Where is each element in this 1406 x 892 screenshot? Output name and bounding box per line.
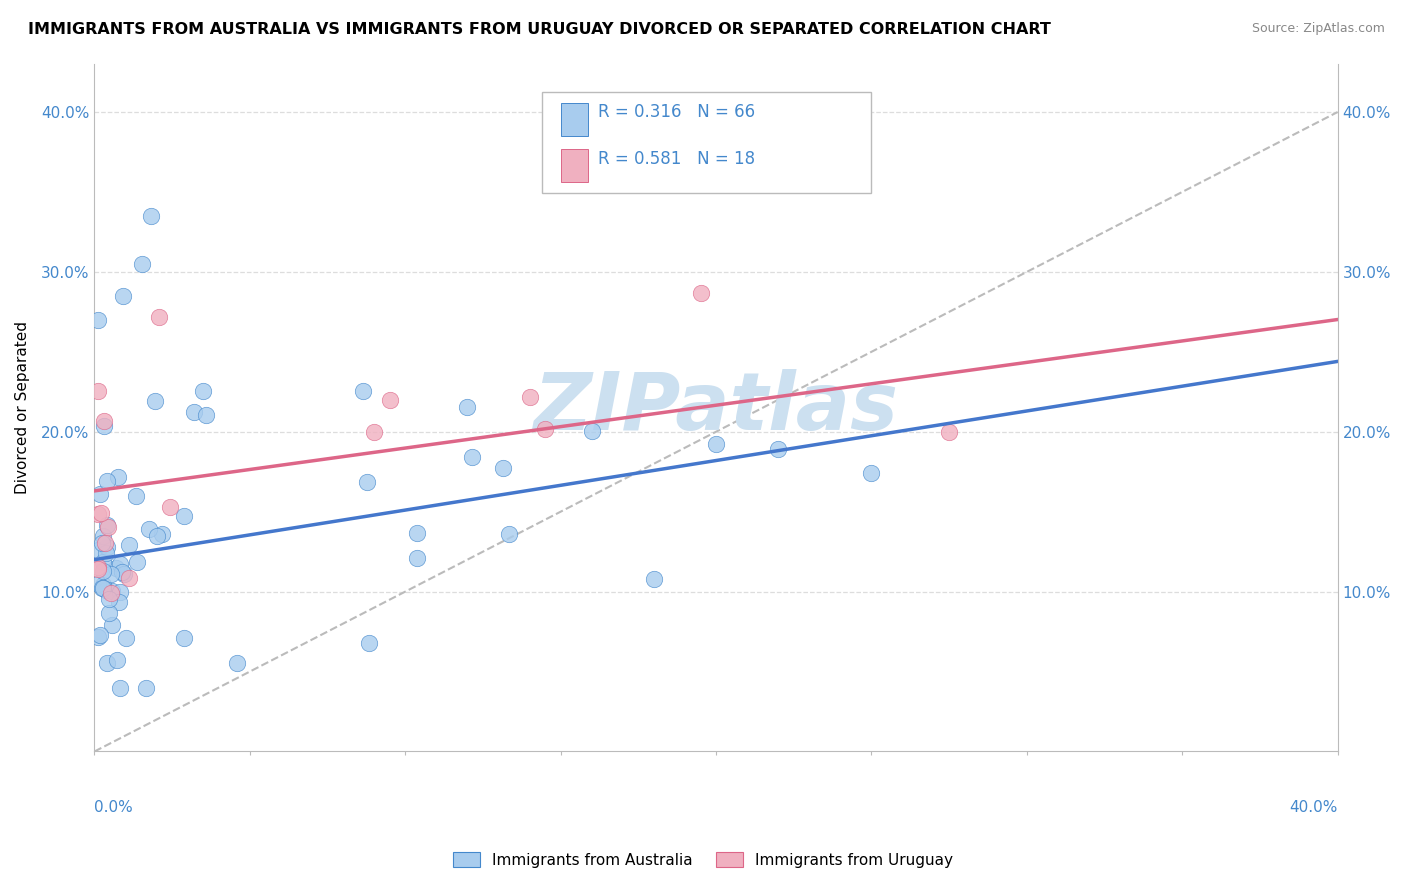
Point: [357, 636, 380, 650]
Point: [101, 617, 124, 632]
Point: [96, 656, 118, 670]
Text: IMMIGRANTS FROM AUSTRALIA VS IMMIGRANTS FROM URUGUAY DIVORCED OR SEPARATED CORRE: IMMIGRANTS FROM AUSTRALIA VS IMMIGRANTS …: [28, 22, 1052, 37]
Point: [146, 529, 169, 543]
Text: R = 0.316   N = 66: R = 0.316 N = 66: [598, 103, 755, 121]
Point: [86, 577, 108, 591]
Point: [492, 461, 515, 475]
Point: [89, 487, 111, 501]
Point: [139, 209, 162, 223]
Point: [97, 606, 120, 620]
Point: [173, 631, 195, 645]
Y-axis label: Divorced or Separated: Divorced or Separated: [15, 321, 30, 494]
Point: [110, 557, 132, 571]
Point: [96, 540, 118, 554]
Text: R = 0.581   N = 18: R = 0.581 N = 18: [598, 150, 755, 168]
Point: [105, 653, 128, 667]
Point: [97, 520, 120, 534]
Point: [86, 631, 108, 645]
Point: [860, 467, 883, 481]
Point: [94, 583, 117, 598]
Point: [111, 565, 134, 579]
Point: [406, 526, 429, 541]
Text: 0.0%: 0.0%: [94, 799, 134, 814]
FancyBboxPatch shape: [541, 92, 872, 194]
Point: [195, 409, 218, 423]
Point: [135, 681, 157, 695]
Point: [93, 577, 115, 591]
Point: [112, 566, 135, 581]
Point: [89, 628, 111, 642]
Point: [581, 424, 603, 438]
Point: [405, 551, 427, 566]
Point: [125, 555, 148, 569]
Point: [94, 546, 117, 560]
Point: [91, 581, 114, 595]
Point: [461, 450, 484, 464]
Point: [498, 526, 520, 541]
Point: [91, 529, 114, 543]
Point: [86, 313, 108, 327]
Point: [115, 632, 138, 646]
Point: [159, 500, 181, 515]
Point: [107, 595, 129, 609]
FancyBboxPatch shape: [561, 149, 588, 182]
Point: [118, 538, 141, 552]
Point: [87, 508, 110, 522]
Point: [96, 475, 118, 489]
Point: [704, 437, 727, 451]
Point: [766, 442, 789, 456]
Point: [356, 475, 378, 489]
Point: [131, 257, 153, 271]
Point: [97, 591, 120, 606]
Point: [352, 384, 374, 399]
Point: [689, 285, 711, 300]
Point: [150, 527, 173, 541]
Point: [86, 384, 108, 399]
Point: [86, 562, 108, 576]
Text: 40.0%: 40.0%: [1289, 799, 1337, 814]
Point: [93, 414, 115, 428]
Point: [107, 470, 129, 484]
Point: [534, 421, 557, 435]
Point: [118, 571, 141, 585]
Point: [93, 535, 115, 549]
Point: [110, 681, 132, 695]
FancyBboxPatch shape: [561, 103, 588, 136]
Point: [86, 560, 108, 574]
Point: [100, 586, 122, 600]
Point: [91, 582, 114, 596]
Point: [519, 390, 541, 404]
Point: [643, 572, 665, 586]
Point: [91, 555, 114, 569]
Point: [101, 583, 124, 598]
Point: [96, 517, 118, 532]
Point: [108, 584, 131, 599]
Point: [148, 310, 170, 325]
Point: [363, 425, 385, 439]
Point: [125, 488, 148, 502]
Point: [112, 289, 135, 303]
Point: [191, 384, 214, 399]
Legend: Immigrants from Australia, Immigrants from Uruguay: Immigrants from Australia, Immigrants fr…: [444, 844, 962, 875]
Point: [86, 543, 108, 558]
Point: [456, 401, 478, 415]
Point: [90, 506, 112, 520]
Point: [100, 566, 122, 581]
Point: [138, 521, 160, 535]
Point: [183, 405, 205, 419]
Point: [143, 393, 166, 408]
Point: [378, 393, 401, 408]
Point: [173, 509, 195, 524]
Point: [93, 418, 115, 433]
Point: [104, 561, 127, 575]
Text: Source: ZipAtlas.com: Source: ZipAtlas.com: [1251, 22, 1385, 36]
Point: [938, 425, 960, 439]
Point: [225, 656, 247, 670]
Point: [91, 565, 114, 579]
Text: ZIPatlas: ZIPatlas: [533, 368, 898, 447]
Point: [91, 535, 114, 549]
